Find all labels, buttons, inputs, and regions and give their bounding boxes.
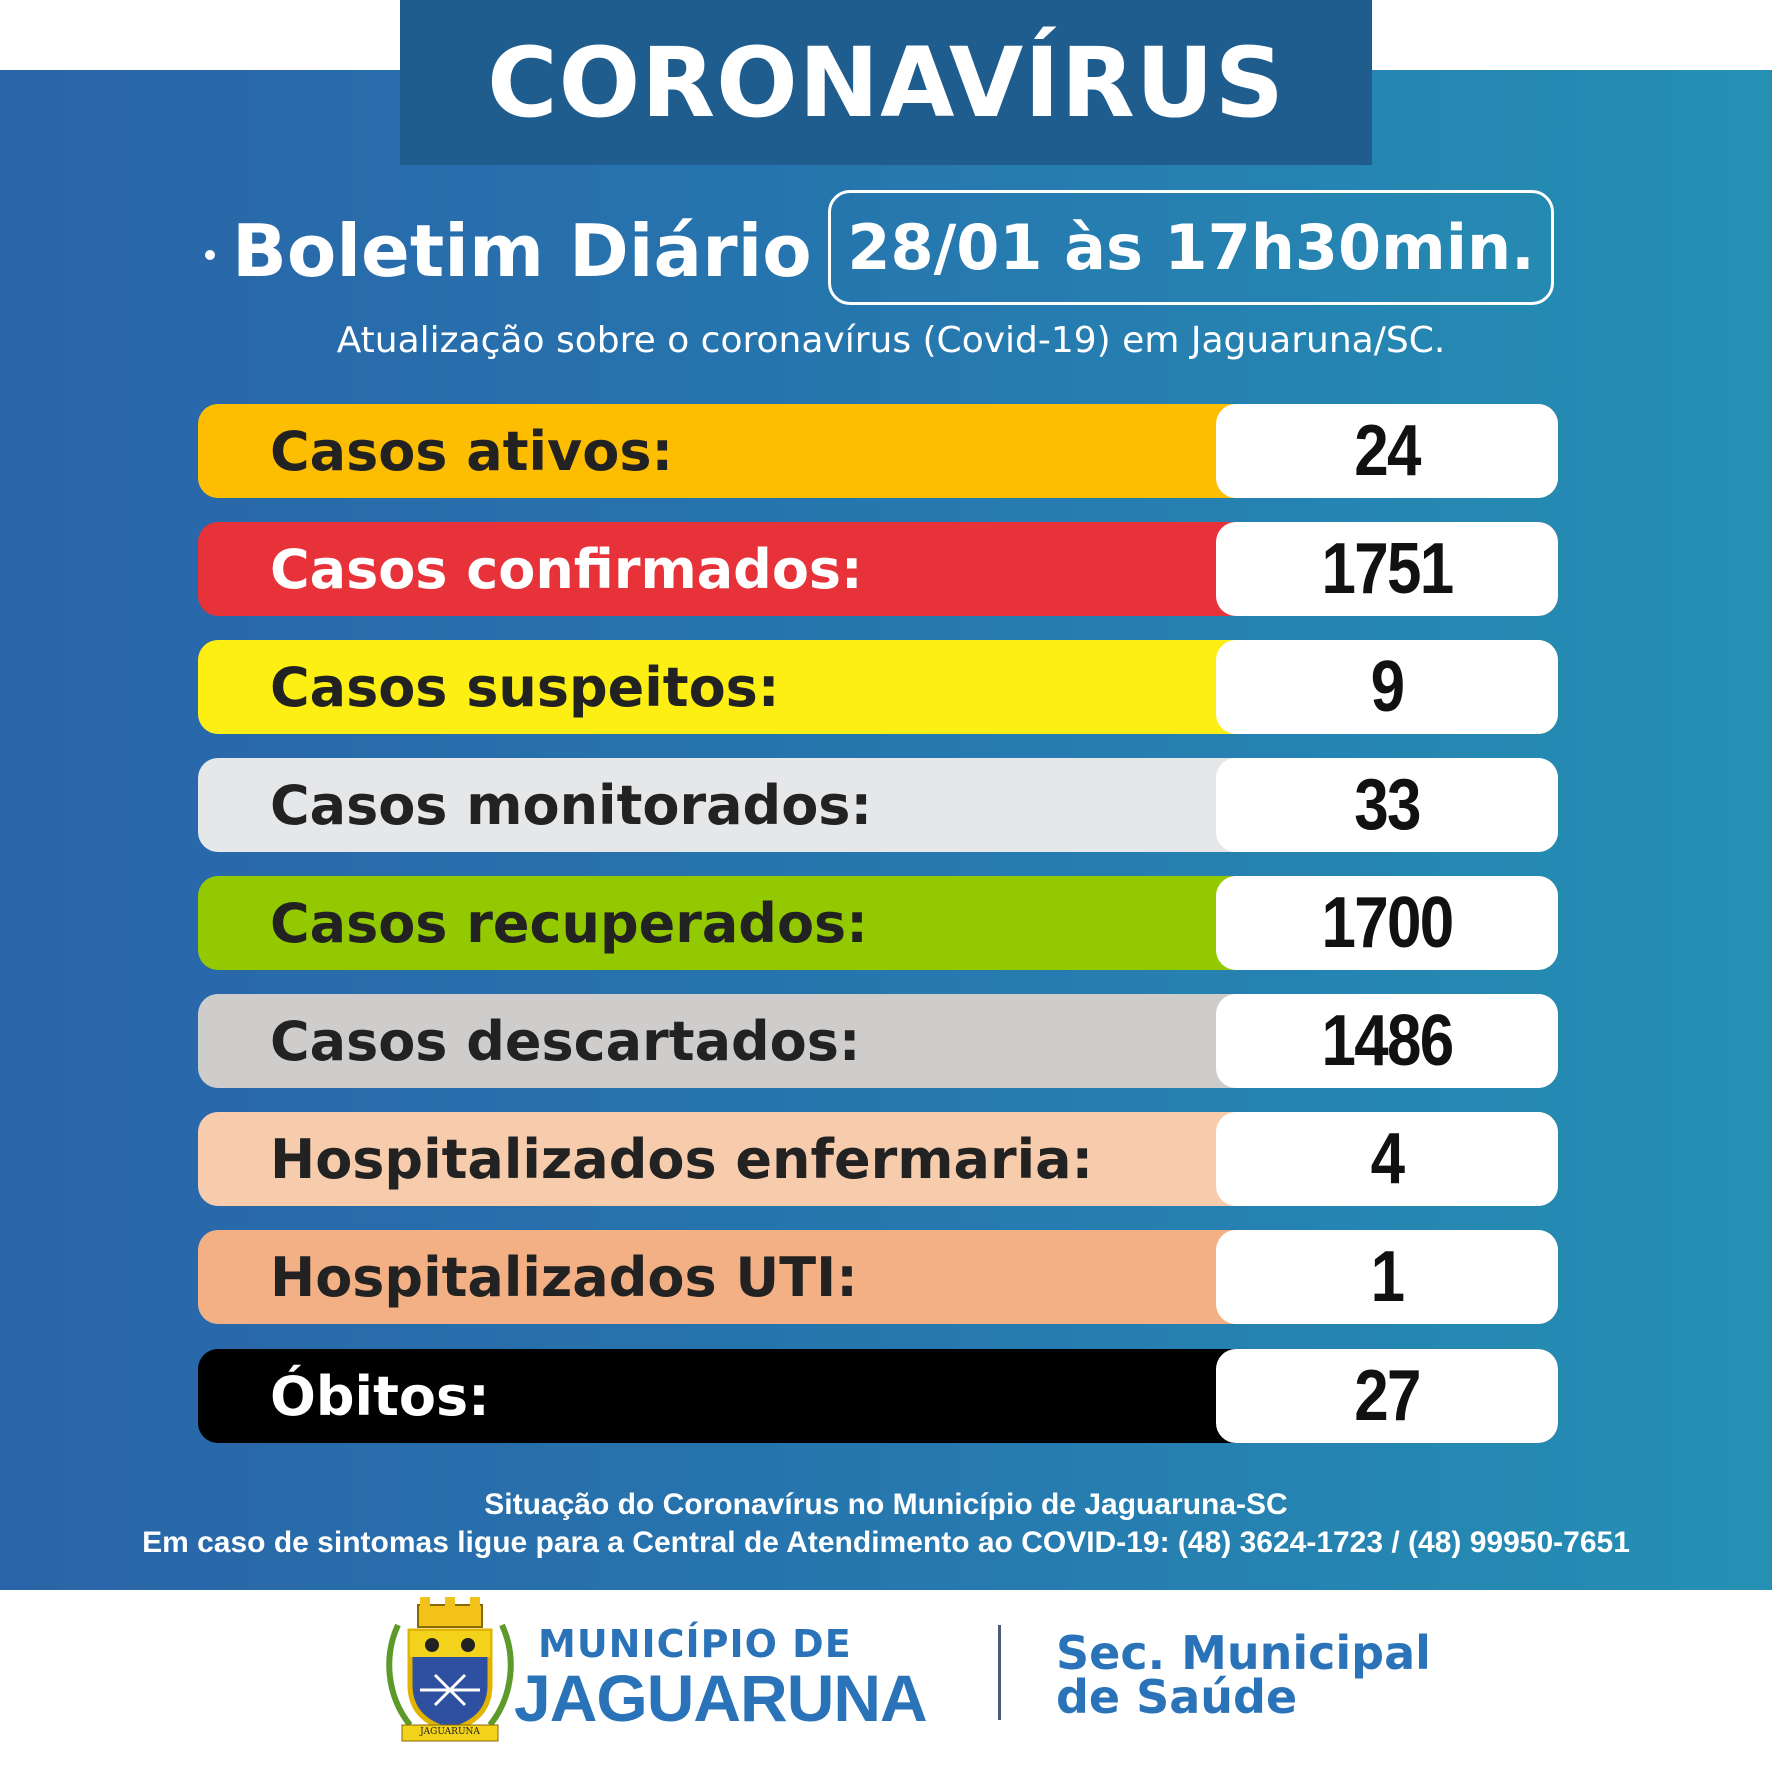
bulletin-date: 28/01 às 17h30min.	[828, 190, 1554, 305]
stat-row-hospitalizados-enfermaria: Hospitalizados enfermaria: 4	[198, 1112, 1558, 1206]
municipality-name: JAGUARUNA	[514, 1661, 928, 1735]
stat-value-box: 1486	[1216, 994, 1558, 1088]
stat-value: 24	[1354, 411, 1421, 491]
municipal-crest-icon	[386, 1597, 514, 1742]
municipality-label: MUNICÍPIO DE	[538, 1622, 852, 1666]
stat-label: Casos descartados:	[270, 1009, 861, 1073]
health-secretariat-line2: de Saúde	[1056, 1670, 1298, 1724]
stat-value-box: 1751	[1216, 522, 1558, 616]
footer-situation-text: Situação do Coronavírus no Município de …	[484, 1488, 1288, 1521]
stat-value-box: 27	[1216, 1349, 1558, 1443]
stat-row-casos-descartados: Casos descartados: 1486	[198, 994, 1558, 1088]
stat-row-casos-ativos: Casos ativos: 24	[198, 404, 1558, 498]
bulletin-heading: Boletim Diário	[232, 209, 812, 293]
stat-value-box: 9	[1216, 640, 1558, 734]
stat-value-box: 24	[1216, 404, 1558, 498]
stat-label: Casos monitorados:	[270, 773, 873, 837]
stat-row-casos-suspeitos: Casos suspeitos: 9	[198, 640, 1558, 734]
stat-value: 33	[1354, 765, 1421, 845]
stat-value: 4	[1370, 1119, 1405, 1199]
stat-label: Casos confirmados:	[270, 537, 863, 601]
stat-value-box: 33	[1216, 758, 1558, 852]
stat-label: Casos ativos:	[270, 419, 674, 483]
page-title: CORONAVÍRUS	[487, 26, 1285, 139]
bullet-icon	[205, 250, 215, 260]
stat-row-obitos: Óbitos: 27	[198, 1349, 1558, 1443]
stat-value-box: 1700	[1216, 876, 1558, 970]
bulletin-subtitle: Atualização sobre o coronavírus (Covid-1…	[336, 320, 1446, 361]
stat-row-casos-monitorados: Casos monitorados: 33	[198, 758, 1558, 852]
health-secretariat-line1: Sec. Municipal	[1056, 1626, 1431, 1680]
stat-row-casos-recuperados: Casos recuperados: 1700	[198, 876, 1558, 970]
logo-strip	[0, 1590, 1772, 1772]
stat-value-box: 4	[1216, 1112, 1558, 1206]
stat-row-hospitalizados-uti: Hospitalizados UTI: 1	[198, 1230, 1558, 1324]
stat-value: 27	[1354, 1356, 1421, 1436]
stat-value: 1486	[1321, 1001, 1455, 1081]
footer-contact-text: Em caso de sintomas ligue para a Central…	[142, 1526, 1630, 1559]
stat-value: 1	[1370, 1237, 1405, 1317]
title-banner: CORONAVÍRUS	[400, 0, 1372, 165]
crest-ribbon-text: JAGUARUNA	[420, 1727, 480, 1737]
stat-value-box: 1	[1216, 1230, 1558, 1324]
stat-value: 9	[1370, 647, 1405, 727]
stat-value: 1700	[1321, 883, 1455, 963]
stat-label: Óbitos:	[270, 1364, 490, 1428]
logo-divider	[998, 1625, 1001, 1720]
stat-label: Casos suspeitos:	[270, 655, 780, 719]
stat-label: Hospitalizados UTI:	[270, 1245, 858, 1309]
stat-value: 1751	[1321, 529, 1455, 609]
stat-label: Hospitalizados enfermaria:	[270, 1127, 1094, 1191]
stat-row-casos-confirmados: Casos confirmados: 1751	[198, 522, 1558, 616]
stat-label: Casos recuperados:	[270, 891, 868, 955]
